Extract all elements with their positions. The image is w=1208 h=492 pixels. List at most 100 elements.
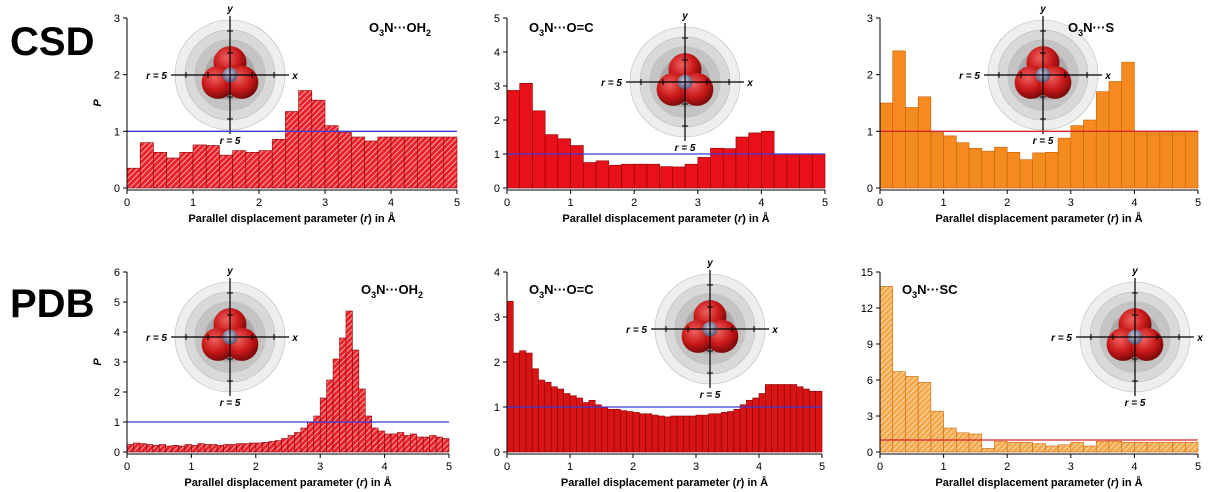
bar	[601, 406, 609, 453]
x-tick-label: 5	[1195, 461, 1201, 473]
chart-pdb-oh2: y x r = 5 r = 5 0 1 2 3 4 5 6 0 1 2 3 4 5 Parallel displa…	[92, 266, 452, 489]
bar	[1019, 442, 1033, 453]
bar	[563, 393, 571, 453]
bar	[621, 163, 635, 189]
bar	[608, 164, 622, 189]
axis-x-label: x	[291, 333, 298, 344]
bar	[905, 376, 919, 453]
x-tick-label: 5	[1195, 197, 1201, 209]
bar	[152, 445, 160, 453]
bar	[271, 138, 286, 189]
bar	[326, 379, 334, 453]
y-tick-label: 0	[114, 447, 120, 459]
bar	[557, 388, 565, 453]
bar	[981, 448, 995, 453]
bar	[764, 384, 772, 453]
bar	[796, 386, 804, 453]
y-tick-label: 9	[867, 339, 873, 351]
bar	[569, 395, 577, 453]
bar	[570, 145, 584, 189]
bar	[1070, 125, 1084, 189]
y-tick-label: 2	[114, 387, 120, 399]
bar	[403, 136, 418, 189]
chart-csd-s: y x r = 5 r = 5 0 1 2 3 0 1 2 3 4 5 Parallel displacem…	[867, 4, 1201, 225]
bar	[879, 286, 894, 453]
bar	[232, 150, 247, 189]
y-tick-label: 6	[867, 375, 873, 387]
y-tick-label: 4	[494, 267, 500, 279]
bar	[657, 415, 665, 453]
bar	[664, 416, 672, 453]
bar	[607, 408, 615, 453]
x-tick-label: 2	[253, 461, 259, 473]
bar	[319, 397, 327, 453]
radius-label-left: r = 5	[601, 78, 622, 89]
bar	[1045, 152, 1059, 189]
bar	[1095, 440, 1110, 453]
bar	[799, 153, 813, 189]
bar	[1184, 442, 1199, 453]
bar	[506, 90, 521, 189]
x-tick-label: 4	[758, 197, 764, 209]
bar	[702, 414, 709, 453]
x-tick-label: 2	[1004, 461, 1010, 473]
bar	[210, 444, 218, 453]
x-tick-label: 0	[124, 197, 130, 209]
bar	[735, 136, 749, 189]
y-tick-label: 0	[494, 183, 500, 195]
bar	[258, 150, 273, 189]
bar	[126, 444, 134, 453]
y-tick-label: 1	[494, 149, 500, 161]
y-tick-label: 0	[867, 447, 873, 459]
x-axis-label: Parallel displacement parameter (r) in Å	[184, 476, 391, 489]
bar	[435, 436, 443, 453]
bar	[430, 136, 445, 189]
bar	[285, 111, 299, 189]
axis-x-label: x	[1196, 333, 1203, 344]
y-tick-label: 5	[114, 297, 120, 309]
axis-y-label: y	[1039, 4, 1046, 15]
radius-label-left: r = 5	[626, 325, 647, 336]
bar	[544, 381, 552, 453]
bar	[1032, 152, 1046, 189]
y-tick-label: 1	[867, 126, 873, 138]
bar	[746, 399, 753, 453]
bar	[748, 132, 762, 189]
bar	[672, 166, 686, 189]
bar	[1159, 442, 1173, 453]
y-tick-label: 1	[114, 417, 120, 429]
bar	[802, 388, 810, 453]
x-tick-label: 0	[504, 461, 510, 473]
y-tick-label: 4	[494, 47, 500, 59]
chart-title: O3N···SC	[902, 282, 958, 300]
radius-label-left: r = 5	[959, 71, 980, 82]
bar	[531, 368, 539, 453]
y-tick-label: 1	[494, 402, 500, 414]
chart-csd-oc: y x r = 5 r = 5 0 1 2 3 4 5 0 1 2 3 4 5 Parallel displac…	[494, 11, 828, 225]
axis-x-label: x	[291, 71, 298, 82]
y-tick-label: 4	[114, 327, 120, 339]
bar	[1057, 137, 1072, 189]
bar	[639, 413, 646, 453]
molecule-inset: y x r = 5 r = 5	[146, 266, 298, 409]
axis-y-label: y	[1131, 266, 1138, 277]
x-tick-label: 5	[446, 461, 452, 473]
bar	[184, 444, 192, 453]
bar	[994, 146, 1008, 189]
bar	[525, 352, 533, 453]
x-tick-label: 2	[631, 197, 637, 209]
y-tick-label: 12	[861, 303, 873, 315]
bar	[410, 433, 418, 453]
bar	[1070, 442, 1084, 453]
x-tick-label: 0	[124, 461, 130, 473]
y-tick-label: 2	[494, 357, 500, 369]
bar	[371, 427, 379, 453]
bar	[917, 382, 932, 453]
axis-y-label: y	[226, 4, 233, 15]
molecule-inset: y x r = 5 r = 5	[601, 11, 753, 154]
bar	[956, 142, 970, 189]
bar	[576, 397, 583, 453]
bar	[1095, 91, 1110, 189]
y-tick-label: 2	[867, 70, 873, 82]
